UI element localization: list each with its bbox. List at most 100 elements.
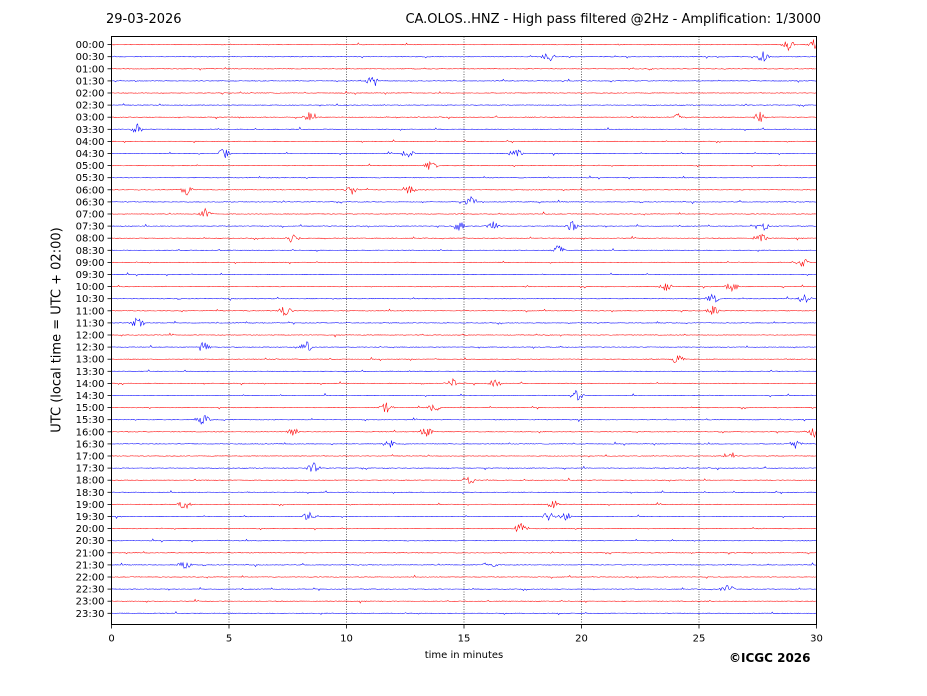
y-tick-label: 19:00: [76, 500, 105, 511]
y-tick-label: 22:00: [76, 573, 105, 584]
y-tick-label: 16:30: [76, 439, 105, 450]
y-tick-label: 01:30: [76, 76, 105, 87]
seismic-traces: [111, 39, 817, 616]
y-tick-label: 16:00: [76, 427, 105, 438]
trace-1000: [111, 283, 817, 293]
y-tick-label: 09:30: [76, 270, 105, 281]
y-tick-label: 23:30: [76, 609, 105, 620]
y-tick-label: 07:30: [76, 222, 105, 233]
y-tick-label: 10:00: [76, 282, 105, 293]
y-tick-label: 18:00: [76, 476, 105, 487]
trace-1830: [111, 490, 817, 495]
trace-1130: [111, 317, 817, 327]
x-axis-label: time in minutes: [424, 650, 504, 661]
y-tick-label: 13:30: [76, 367, 105, 378]
y-tick-label: 20:00: [76, 524, 105, 535]
x-tick-label: 25: [693, 634, 706, 645]
y-tick-label: 11:00: [76, 306, 105, 317]
trace-0030: [111, 51, 817, 62]
trace-1500: [111, 402, 817, 413]
trace-2200: [111, 574, 817, 579]
y-tick-label: 15:30: [76, 415, 105, 426]
trace-0130: [111, 76, 817, 86]
y-tick-label: 20:30: [76, 536, 105, 547]
x-tick-label: 5: [226, 634, 232, 645]
y-tick-label: 08:30: [76, 246, 105, 257]
trace-1030: [111, 293, 817, 303]
trace-0200: [111, 90, 817, 95]
date-label: 29-03-2026: [106, 12, 182, 27]
trace-0400: [111, 139, 817, 144]
y-tick-label: 03:30: [76, 125, 105, 136]
trace-1530: [111, 414, 817, 425]
x-tick-label: 20: [575, 634, 588, 645]
y-tick-label: 00:00: [76, 40, 105, 51]
trace-1600: [111, 428, 817, 439]
trace-2130: [111, 561, 817, 569]
x-axis-ticks: 0 5 10 15 20 25 30: [108, 624, 823, 645]
y-tick-label: 17:00: [76, 452, 105, 463]
x-tick-label: 30: [810, 634, 823, 645]
y-tick-label: 06:30: [76, 197, 105, 208]
y-tick-label: 04:00: [76, 137, 105, 148]
y-tick-label: 02:30: [76, 101, 105, 112]
trace-1700: [111, 452, 817, 458]
trace-1630: [111, 440, 817, 449]
copyright-label: ©ICGC 2026: [729, 651, 811, 665]
y-tick-label: 00:30: [76, 52, 105, 63]
y-tick-label: 21:30: [76, 560, 105, 571]
y-tick-label: 03:00: [76, 113, 105, 124]
trace-1430: [111, 390, 817, 401]
y-tick-label: 22:30: [76, 585, 105, 596]
y-tick-label: 08:00: [76, 234, 105, 245]
trace-0000: [111, 39, 817, 52]
trace-0630: [111, 196, 817, 205]
trace-1900: [111, 500, 817, 510]
y-tick-label: 01:00: [76, 64, 105, 75]
trace-0230: [111, 103, 817, 107]
y-tick-label: 15:00: [76, 403, 105, 414]
gridlines: [228, 36, 700, 625]
y-tick-label: 05:00: [76, 161, 105, 172]
y-tick-label: 23:00: [76, 597, 105, 608]
y-tick-label: 14:00: [76, 379, 105, 390]
y-tick-label: 18:30: [76, 488, 105, 499]
trace-0430: [111, 149, 817, 158]
trace-0100: [111, 67, 817, 71]
trace-0800: [111, 233, 817, 243]
trace-2300: [111, 598, 817, 604]
y-tick-label: 19:30: [76, 512, 105, 523]
chart-title: CA.OLOS..HNZ - High pass filtered @2Hz -…: [405, 12, 821, 27]
trace-0300: [111, 111, 817, 122]
trace-1730: [111, 462, 817, 472]
trace-0730: [111, 221, 817, 231]
trace-2030: [111, 538, 817, 543]
y-tick-label: 09:00: [76, 258, 105, 269]
y-tick-label: 04:30: [76, 149, 105, 160]
y-tick-label: 11:30: [76, 318, 105, 329]
trace-2330: [111, 611, 817, 616]
trace-1230: [111, 341, 817, 351]
y-tick-label: 06:00: [76, 185, 105, 196]
y-tick-label: 05:30: [76, 173, 105, 184]
trace-2230: [111, 585, 817, 592]
y-tick-label: 10:30: [76, 294, 105, 305]
x-tick-label: 0: [108, 634, 114, 645]
trace-0330: [111, 123, 817, 133]
trace-0930: [111, 272, 817, 277]
y-tick-label: 13:00: [76, 355, 105, 366]
y-tick-label: 02:00: [76, 89, 105, 100]
trace-1800: [111, 476, 817, 484]
y-tick-label: 21:00: [76, 548, 105, 559]
trace-1400: [111, 377, 817, 388]
trace-2000: [111, 523, 817, 533]
trace-1100: [111, 305, 817, 316]
y-axis-label: UTC (local time = UTC + 02:00): [49, 227, 65, 433]
trace-1200: [111, 332, 817, 338]
x-tick-label: 15: [458, 634, 471, 645]
trace-2100: [111, 551, 817, 555]
trace-0830: [111, 245, 817, 252]
x-tick-label: 10: [340, 634, 353, 645]
trace-0500: [111, 160, 817, 170]
